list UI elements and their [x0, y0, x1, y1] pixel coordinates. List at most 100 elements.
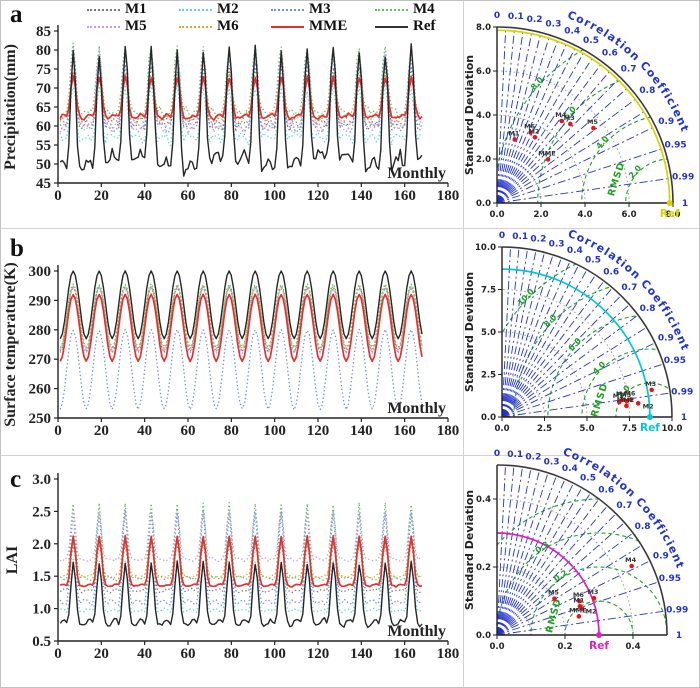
svg-text:2.5: 2.5 — [481, 371, 496, 381]
ref-std-arc — [496, 532, 600, 636]
taylor-point-M4 — [629, 563, 634, 569]
series-M4 — [60, 42, 423, 122]
svg-text:0.9: 0.9 — [658, 334, 674, 344]
legend-label-M2: M2 — [217, 1, 239, 17]
svg-text:20: 20 — [94, 423, 109, 439]
legend-item-MME: MME — [271, 18, 375, 35]
svg-text:0.6: 0.6 — [603, 267, 619, 277]
svg-text:80: 80 — [224, 646, 239, 662]
svg-text:6.0: 6.0 — [476, 67, 491, 77]
y-axis-title: Precipitation(mm) — [2, 44, 19, 170]
svg-text:M5: M5 — [620, 391, 631, 399]
svg-text:45: 45 — [36, 176, 51, 192]
svg-text:0: 0 — [54, 188, 62, 204]
svg-text:20: 20 — [94, 646, 109, 662]
svg-text:0.9: 0.9 — [653, 552, 669, 562]
legend-item-M6: M6 — [179, 18, 271, 35]
svg-text:0.0: 0.0 — [476, 199, 491, 209]
rmsd-label: RMSD — [544, 597, 564, 634]
svg-text:20: 20 — [94, 188, 109, 204]
svg-text:70: 70 — [36, 81, 51, 97]
svg-text:M4: M4 — [625, 556, 636, 564]
svg-text:100: 100 — [263, 188, 286, 204]
svg-text:0: 0 — [494, 11, 500, 21]
taylor-point-M5 — [552, 596, 557, 601]
svg-text:270: 270 — [29, 352, 52, 368]
legend-swatch-M5 — [87, 25, 120, 28]
svg-text:60: 60 — [181, 188, 196, 204]
svg-text:0.3: 0.3 — [544, 457, 560, 467]
svg-text:0.2: 0.2 — [557, 642, 572, 652]
series-M6 — [59, 285, 423, 351]
y-axis-title: Surface temperature(K) — [2, 262, 19, 427]
svg-text:0.0: 0.0 — [476, 631, 491, 641]
svg-text:8.0: 8.0 — [665, 210, 680, 220]
svg-text:4.0: 4.0 — [591, 359, 608, 376]
svg-text:60: 60 — [181, 646, 196, 662]
svg-text:Monthly: Monthly — [387, 165, 446, 182]
svg-text:65: 65 — [36, 100, 51, 116]
svg-text:60: 60 — [181, 423, 196, 439]
svg-text:0.2: 0.2 — [552, 568, 569, 583]
svg-text:0.2: 0.2 — [525, 453, 541, 463]
svg-text:M1: M1 — [508, 129, 519, 137]
taylor-point-M3 — [649, 387, 655, 393]
svg-text:M5: M5 — [587, 118, 598, 126]
svg-text:5.0: 5.0 — [481, 328, 496, 338]
svg-text:0.4: 0.4 — [567, 246, 583, 256]
svg-text:Monthly: Monthly — [387, 400, 446, 417]
svg-text:M3: M3 — [645, 380, 656, 388]
legend-item-M5: M5 — [87, 18, 179, 35]
svg-text:MME: MME — [617, 396, 634, 404]
legend-label-M4: M4 — [413, 1, 435, 17]
svg-text:0.3: 0.3 — [549, 239, 565, 249]
legend-item-M3: M3 — [271, 1, 375, 18]
svg-text:0.7: 0.7 — [621, 65, 637, 75]
std-deviation-axis-label: Standard Deviation — [463, 272, 476, 392]
timeseries-chart-surface-temperature: 250 260 270 280 290 300 0 20 40 60 80 100 120 140 160 1… — [2, 262, 459, 439]
series-MME — [59, 293, 423, 363]
ref-label: Ref — [660, 208, 680, 220]
svg-text:0.7: 0.7 — [621, 283, 637, 293]
svg-text:60: 60 — [36, 119, 51, 135]
svg-text:MME: MME — [569, 606, 586, 614]
svg-text:85: 85 — [36, 24, 51, 40]
svg-text:8.0: 8.0 — [529, 75, 545, 92]
svg-text:80: 80 — [224, 423, 239, 439]
svg-text:0.0: 0.0 — [489, 210, 504, 220]
svg-text:0.0: 0.0 — [489, 642, 504, 652]
svg-text:0.1: 0.1 — [512, 232, 528, 242]
svg-text:2.0: 2.0 — [476, 155, 491, 165]
svg-text:M5: M5 — [548, 589, 559, 597]
series-M1 — [59, 63, 423, 133]
svg-text:4.0: 4.0 — [577, 210, 592, 220]
series-M3 — [59, 51, 423, 136]
taylor-point-M4 — [559, 118, 565, 124]
taylor-point-M2 — [579, 606, 585, 611]
ref-std-arc — [501, 268, 651, 418]
svg-text:M4: M4 — [555, 111, 566, 119]
legend-label-M5: M5 — [125, 18, 147, 34]
svg-text:180: 180 — [437, 188, 460, 204]
series-M5 — [59, 510, 423, 563]
svg-text:140: 140 — [350, 423, 373, 439]
svg-text:160: 160 — [393, 188, 416, 204]
ref-marker — [666, 200, 673, 206]
legend: M1 M2 M3 M4 M5 M6 MME Ref — [87, 1, 465, 35]
svg-text:7.5: 7.5 — [622, 424, 637, 434]
svg-text:0: 0 — [54, 646, 62, 662]
svg-text:6.0: 6.0 — [621, 210, 636, 220]
svg-text:8.0: 8.0 — [476, 23, 491, 33]
svg-text:M1: M1 — [613, 392, 624, 400]
legend-swatch-MME — [271, 25, 304, 28]
timeseries-chart-lai: 0.5 1.0 1.5 2.0 2.5 3.0 0 20 40 60 80 100 120 140 160 1… — [4, 472, 459, 662]
svg-text:0.0: 0.0 — [494, 424, 509, 434]
svg-text:2.0: 2.0 — [533, 210, 548, 220]
svg-text:40: 40 — [137, 188, 152, 204]
series-M3 — [59, 508, 423, 607]
taylor-diagram-precipitation: 0.00.02.02.04.04.06.06.08.08.00 0.1 0.2 0.3… — [463, 8, 694, 220]
ref-std-arc — [496, 29, 671, 204]
svg-text:0: 0 — [494, 449, 500, 459]
svg-text:0.4: 0.4 — [562, 464, 578, 474]
legend-label-Ref: Ref — [413, 18, 436, 34]
